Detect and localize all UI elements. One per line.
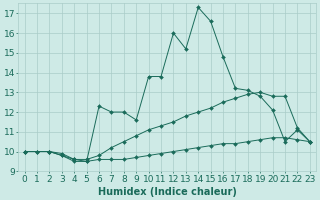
X-axis label: Humidex (Indice chaleur): Humidex (Indice chaleur) xyxy=(98,187,237,197)
